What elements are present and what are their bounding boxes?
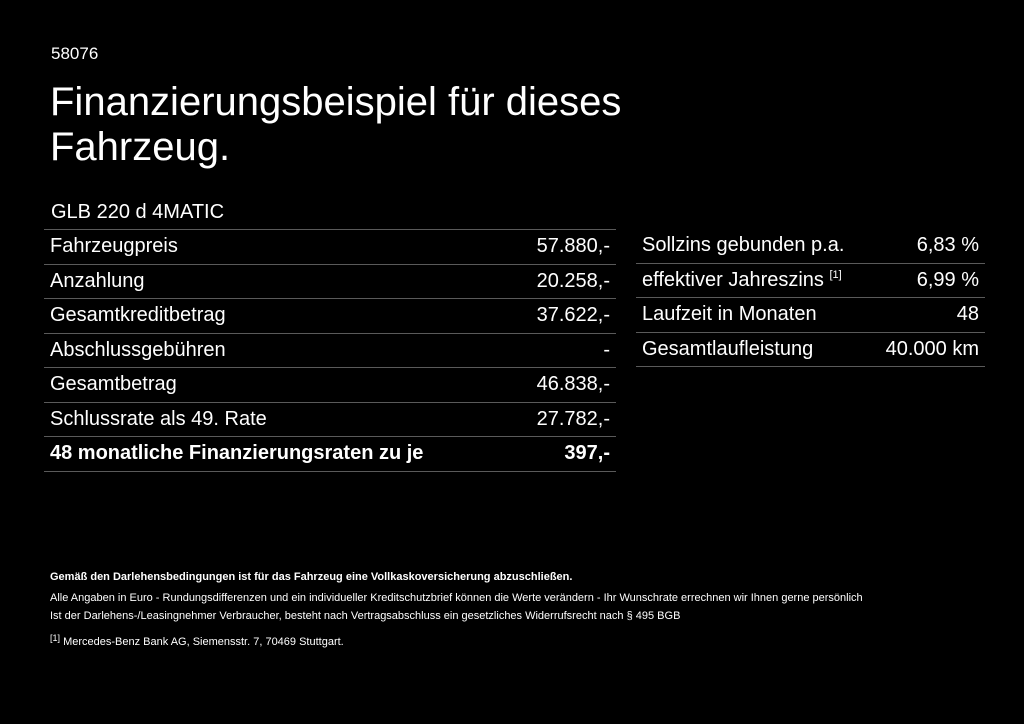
row-value: 46.838,-	[512, 367, 616, 403]
row-value: 6,83 %	[869, 229, 985, 264]
label-text: 48 monatliche Finanzierungsraten zu je	[50, 442, 424, 465]
row-value: -	[512, 333, 616, 368]
row-label: Sollzins gebunden p.a.	[636, 229, 870, 264]
table-row: Schlussrate als 49. Rate 27.782,-	[44, 402, 616, 437]
table-row: Sollzins gebunden p.a. 6,83 %	[636, 229, 985, 264]
table-row: Anzahlung 20.258,-	[44, 264, 616, 299]
conditions-table: Sollzins gebunden p.a. 6,83 % effektiver J…	[636, 229, 985, 367]
label-text: effektiver Jahreszins	[642, 268, 824, 291]
footnote-ref: [1]	[829, 268, 842, 281]
row-label: Anzahlung	[44, 264, 513, 299]
page-title: Finanzierungsbeispiel für dieses Fahrzeu…	[50, 80, 622, 169]
row-label: Gesamtlaufleistung	[636, 332, 870, 367]
row-value: 6,99 %	[869, 263, 985, 298]
table-row: Gesamtbetrag 46.838,-	[44, 367, 616, 403]
table-row: Fahrzeugpreis 57.880,-	[44, 229, 616, 265]
label-text: Gesamtbetrag	[50, 373, 177, 396]
table-row: Gesamtkreditbetrag 37.622,-	[44, 298, 616, 334]
footnote-mark: [1]	[50, 633, 61, 643]
label-text: Sollzins gebunden p.a.	[642, 234, 845, 257]
financing-table: Fahrzeugpreis 57.880,- Anzahlung 20.258,- Ge…	[44, 229, 616, 472]
withdrawal-note: Ist der Darlehens-/Leasingnehmer Verbrau…	[50, 610, 681, 622]
label-text: Laufzeit in Monaten	[642, 303, 817, 326]
row-value: 397,-	[512, 436, 616, 472]
label-text: Gesamtlaufleistung	[642, 337, 814, 360]
row-value: 57.880,-	[512, 229, 616, 265]
label-text: Schlussrate als 49. Rate	[50, 407, 267, 430]
label-text: Anzahlung	[50, 269, 145, 292]
row-label: Gesamtkreditbetrag	[44, 298, 513, 334]
table-row: Abschlussgebühren -	[44, 333, 616, 368]
label-text: Gesamtkreditbetrag	[50, 304, 226, 327]
disclaimer-line: Alle Angaben in Euro - Rundungsdifferenz…	[50, 592, 863, 604]
label-text: Fahrzeugpreis	[50, 235, 178, 258]
label-text: Abschlussgebühren	[50, 338, 226, 361]
footnote: [1] Mercedes-Benz Bank AG, Siemensstr. 7…	[50, 633, 344, 648]
row-label: Fahrzeugpreis	[44, 229, 513, 265]
row-value: 48	[869, 297, 985, 333]
row-label: 48 monatliche Finanzierungsraten zu je	[44, 436, 513, 472]
row-value: 27.782,-	[512, 402, 616, 437]
row-label: Schlussrate als 49. Rate	[44, 402, 513, 437]
offer-code: 58076	[51, 44, 99, 63]
row-value: 40.000 km	[869, 332, 985, 367]
insurance-note: Gemäß den Darlehensbedingungen ist für d…	[50, 571, 573, 583]
row-label: Laufzeit in Monaten	[636, 297, 870, 333]
table-row: effektiver Jahreszins [1] 6,99 %	[636, 263, 985, 298]
table-row: Laufzeit in Monaten 48	[636, 297, 985, 333]
table-row: Gesamtlaufleistung 40.000 km	[636, 332, 985, 367]
model-name: GLB 220 d 4MATIC	[51, 201, 225, 223]
row-value: 20.258,-	[512, 264, 616, 299]
table-row: 48 monatliche Finanzierungsraten zu je 39…	[44, 436, 616, 472]
footnote-text: Mercedes-Benz Bank AG, Siemensstr. 7, 70…	[63, 636, 344, 648]
row-label: Abschlussgebühren	[44, 333, 513, 368]
row-label: Gesamtbetrag	[44, 367, 513, 403]
row-value: 37.622,-	[512, 298, 616, 334]
row-label: effektiver Jahreszins [1]	[636, 263, 870, 298]
